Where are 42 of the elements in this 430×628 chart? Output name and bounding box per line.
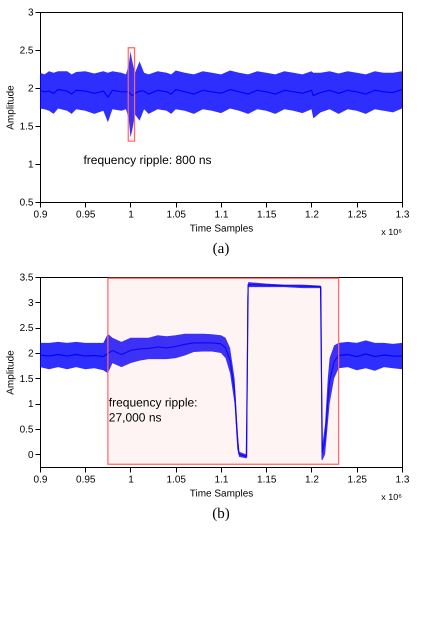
x-tick-label: 1.2 — [305, 210, 320, 220]
y-tick-label: 2 — [28, 348, 34, 360]
x-tick-label: 1.05 — [166, 210, 186, 220]
y-axis-title: Amplitude — [6, 84, 17, 130]
x-tick-label: 0.95 — [76, 474, 96, 486]
x-tick-label: 1.2 — [305, 474, 320, 486]
y-tick-label: 1.5 — [20, 374, 34, 385]
x-tick-label: 1.25 — [348, 474, 368, 486]
text: (a) — [212, 241, 230, 257]
y-tick-label: 1 — [28, 399, 34, 410]
x-tick-label: 1 — [128, 210, 134, 220]
y-tick-label: 0.5 — [20, 198, 34, 208]
y-tick-label: 3 — [28, 8, 34, 18]
text: x 10⁶ — [381, 227, 402, 237]
x-tick-label: 1.3 — [396, 210, 410, 220]
x-tick-label: 1.25 — [348, 210, 368, 220]
x-tick-label: 1.15 — [257, 210, 277, 220]
x-tick-label: 0.95 — [76, 210, 96, 220]
y-axis-title: Amplitude — [6, 350, 17, 395]
y-tick-label: 3 — [28, 298, 34, 309]
x-tick-label: 1.1 — [214, 474, 229, 486]
y-tick-label: 2.5 — [20, 323, 34, 334]
y-tick-label: 2 — [28, 84, 34, 94]
y-tick-label: 2.5 — [20, 46, 34, 56]
x-tick-label: 1.3 — [396, 474, 410, 486]
y-tick-label: 0.5 — [20, 424, 34, 436]
annotation: frequency ripple: 27,000 ns — [108, 395, 198, 424]
y-tick-label: 1 — [28, 160, 34, 170]
y-tick-label: 3.5 — [20, 272, 34, 284]
x-axis-title: Time Samples — [190, 224, 254, 234]
x-axis-title: Time Samples — [190, 488, 254, 500]
y-tick-label: 0 — [28, 450, 34, 461]
x-tick-label: 1.1 — [214, 210, 229, 220]
annotation: frequency ripple: 800 ns — [83, 153, 212, 168]
x-tick-label: 1.05 — [166, 474, 186, 486]
y-tick-label: 1.5 — [20, 122, 34, 132]
text: x 10⁶ — [381, 492, 402, 502]
x-tick-label: 1.15 — [257, 474, 277, 486]
x-tick-label: 0.9 — [34, 210, 48, 220]
x-tick-label: 0.9 — [34, 474, 48, 486]
text: (b) — [212, 506, 230, 522]
x-tick-label: 1 — [128, 474, 134, 486]
